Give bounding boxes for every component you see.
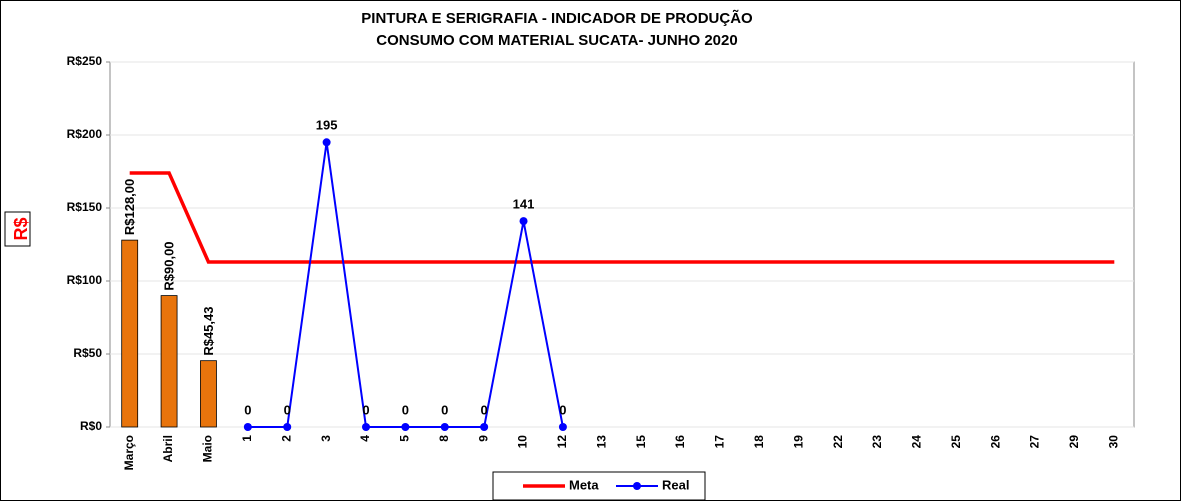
x-tick-label: 4 — [358, 435, 372, 442]
legend-marker — [633, 482, 641, 490]
x-tick-label: 2 — [279, 435, 293, 442]
y-tick-label: R$100 — [67, 273, 103, 287]
x-tick-label: Maio — [201, 435, 215, 462]
bar — [121, 239, 139, 428]
x-tick-label: 15 — [634, 435, 648, 449]
point — [519, 217, 528, 226]
x-tick-label: 18 — [752, 435, 766, 449]
bar — [160, 295, 178, 428]
point-value-label: 0 — [402, 402, 409, 417]
point-value-label: 0 — [244, 402, 251, 417]
x-tick-label: 16 — [673, 435, 687, 449]
x-tick-label: 25 — [949, 435, 963, 449]
bar — [200, 360, 217, 428]
point — [322, 138, 331, 147]
x-tick-label: 30 — [1106, 435, 1120, 449]
x-tick-label: 13 — [594, 435, 608, 449]
point — [283, 423, 292, 431]
legend-label: Real — [662, 477, 689, 492]
x-tick-label: Abril — [161, 435, 175, 462]
y-tick-label: R$200 — [67, 127, 103, 141]
point — [362, 423, 370, 431]
x-tick-label: 22 — [831, 435, 845, 449]
point — [401, 423, 410, 431]
y-axis-title: R$ — [11, 217, 31, 240]
plot-area — [109, 61, 1135, 428]
x-tick-label: 24 — [910, 435, 924, 449]
y-tick-label: R$0 — [80, 419, 102, 433]
chart-title: PINTURA E SERIGRAFIA - INDICADOR DE PROD… — [361, 9, 753, 27]
point-value-label: 141 — [513, 197, 535, 212]
y-tick-label: R$50 — [73, 346, 102, 360]
point — [558, 423, 567, 431]
x-tick-label: 27 — [1028, 435, 1042, 449]
y-axis-title-box — [4, 211, 31, 247]
point — [480, 423, 489, 431]
point — [440, 423, 449, 431]
series-line — [129, 171, 1115, 264]
x-tick-label: Março — [122, 435, 136, 470]
point-value-label: 0 — [362, 402, 369, 417]
point-value-label: 0 — [481, 402, 488, 417]
bar-value-label: R$90,00 — [162, 241, 177, 290]
x-tick-label: 17 — [713, 435, 727, 449]
x-tick-label: 12 — [555, 435, 569, 449]
x-tick-label: 26 — [988, 435, 1002, 449]
chart-subtitle: CONSUMO COM MATERIAL SUCATA- JUNHO 2020 — [376, 32, 737, 49]
y-tick-label: R$150 — [67, 200, 103, 214]
legend-label: Meta — [569, 477, 599, 492]
x-tick-label: 1 — [240, 435, 254, 442]
bar-value-label: R$45,43 — [201, 307, 216, 356]
bar-value-label: R$128,00 — [122, 179, 137, 235]
x-tick-label: 19 — [791, 435, 805, 449]
y-tick-label: R$250 — [67, 54, 103, 68]
point-value-label: 0 — [441, 402, 448, 417]
point — [243, 423, 252, 431]
x-tick-label: 5 — [398, 435, 412, 442]
x-tick-label: 29 — [1067, 435, 1081, 449]
point-value-label: 0 — [284, 402, 291, 417]
point-value-label: 195 — [316, 118, 338, 133]
x-tick-label: 9 — [476, 435, 490, 442]
x-tick-label: 10 — [516, 435, 530, 449]
x-tick-label: 8 — [437, 435, 451, 442]
x-tick-label: 3 — [319, 435, 333, 442]
x-tick-label: 23 — [870, 435, 884, 449]
point-value-label: 0 — [559, 402, 566, 417]
